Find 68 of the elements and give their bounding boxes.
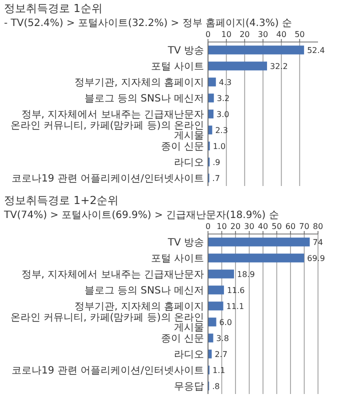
- x-tick-label: 80: [312, 222, 324, 231]
- y-tick-label: 코로나19 관련 어플리케이션/인터넷사이트: [12, 174, 204, 184]
- x-tick-label: 20: [230, 222, 241, 231]
- bar: [208, 270, 234, 278]
- data-label: 3.0: [216, 110, 230, 119]
- y-tick-label: 포털 사이트: [150, 254, 204, 264]
- x-tick-label: 70: [299, 222, 310, 231]
- chart-subtitle: - TV(52.4%) > 포털사이트(32.2%) > 정부 홈페이지(4.3%) 순: [4, 18, 292, 29]
- data-label: 74: [312, 238, 323, 247]
- bar: [208, 110, 214, 118]
- data-label: 18.9: [236, 270, 255, 279]
- y-tick-label: 정부기관, 지자체의 홈페이지: [74, 302, 204, 312]
- bar: [208, 286, 224, 294]
- bar: [208, 62, 268, 70]
- x-tick-label: 20: [240, 30, 250, 39]
- y-tick-label: 정부기관, 지자체의 홈페이지: [74, 78, 204, 88]
- data-label: 4.3: [218, 78, 232, 87]
- bar: [208, 46, 304, 54]
- bar: [208, 78, 216, 86]
- x-tick-label: 10: [221, 30, 232, 39]
- data-label: .8: [212, 382, 220, 391]
- y-tick-label: 정부, 지자체에서 보내주는 긴급재난문자: [21, 270, 204, 280]
- data-label: 11.1: [226, 302, 244, 311]
- x-tick-label: 30: [244, 222, 254, 231]
- bar: [208, 318, 216, 326]
- y-tick-label: 포털 사이트: [150, 62, 204, 72]
- y-tick-label: 라디오: [174, 158, 204, 168]
- y-tick-label: 라디오: [174, 350, 204, 360]
- x-tick-label: 50: [294, 30, 305, 39]
- chart-subtitle: TV(74%) > 포털사이트(69.9%) > 긴급재난문자(18.9%) 순: [3, 210, 279, 221]
- y-tick-label: TV 방송: [166, 238, 204, 248]
- data-label: 69.9: [307, 254, 325, 263]
- x-tick-label: 0: [205, 30, 211, 39]
- y-tick-label: 종이 신문: [160, 142, 204, 152]
- y-tick-label: 블로그 등의 SNS나 메신저: [84, 94, 204, 104]
- data-label: 1.0: [212, 142, 226, 151]
- x-tick-label: 10: [216, 222, 227, 231]
- x-tick-label: 30: [258, 30, 268, 39]
- x-tick-label: 60: [285, 222, 296, 231]
- data-label: 3.2: [216, 94, 230, 103]
- bar: [208, 94, 214, 102]
- data-label: 2.7: [214, 350, 228, 359]
- data-label: 11.6: [226, 286, 245, 295]
- x-tick-label: 40: [276, 30, 286, 39]
- y-tick-label: 온라인 커뮤니티, 카페(맘카페 등)의 온라인 게시물: [10, 312, 204, 334]
- y-tick-label: 종이 신문: [160, 334, 204, 344]
- text: 정보취득경로 1+2순위: [4, 194, 119, 207]
- y-tick-label: 온라인 커뮤니티, 카페(맘카페 등)의 온라인 게시물: [10, 120, 204, 142]
- data-label: 6.0: [219, 318, 232, 327]
- y-tick-label: 코로나19 관련 어플리케이션/인터넷사이트: [12, 366, 204, 376]
- bar: [208, 238, 310, 246]
- data-label: 52.4: [307, 46, 325, 55]
- data-label: .9: [212, 158, 220, 167]
- data-label: 32.2: [270, 62, 288, 71]
- y-tick-label: TV 방송: [166, 46, 204, 56]
- y-tick-label: 무응답: [174, 382, 204, 392]
- data-label: 2.3: [215, 126, 228, 135]
- data-label: 1.1: [212, 366, 226, 375]
- y-tick-label: 블로그 등의 SNS나 메신저: [84, 286, 204, 296]
- x-tick-label: 0: [205, 222, 211, 231]
- text: 정보취득경로 1순위: [4, 2, 102, 15]
- bar: [208, 302, 224, 310]
- bar: [208, 254, 304, 262]
- y-tick-label: 정부, 지자체에서 보내주는 긴급재난문자: [21, 110, 204, 120]
- x-tick-label: 50: [272, 222, 282, 231]
- x-tick-label: 40: [258, 222, 268, 231]
- data-label: .7: [212, 174, 220, 183]
- data-label: 3.8: [216, 334, 229, 343]
